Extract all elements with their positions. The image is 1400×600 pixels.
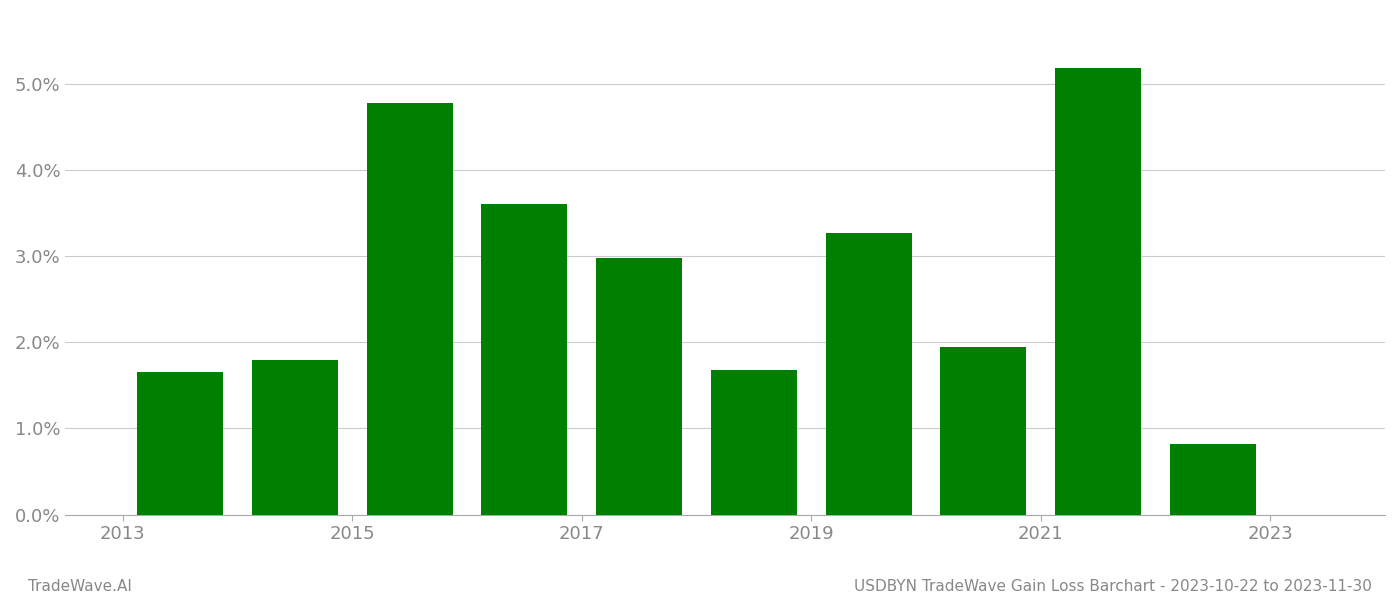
Bar: [711, 370, 797, 515]
Bar: [1056, 68, 1141, 515]
Bar: [826, 233, 911, 515]
Text: USDBYN TradeWave Gain Loss Barchart - 2023-10-22 to 2023-11-30: USDBYN TradeWave Gain Loss Barchart - 20…: [854, 579, 1372, 594]
Text: TradeWave.AI: TradeWave.AI: [28, 579, 132, 594]
Bar: [941, 347, 1026, 515]
Bar: [252, 359, 337, 515]
Bar: [367, 103, 452, 515]
Bar: [596, 258, 682, 515]
Bar: [137, 373, 223, 515]
Bar: [1170, 444, 1256, 515]
Bar: [482, 205, 567, 515]
